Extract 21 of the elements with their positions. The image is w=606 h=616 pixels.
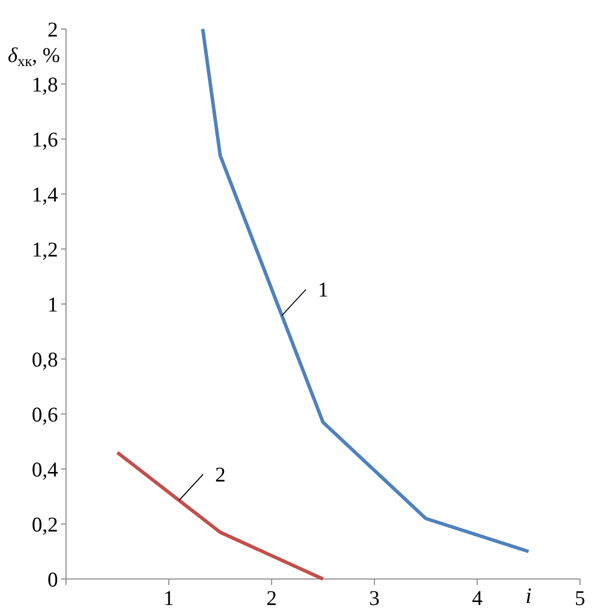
x-tick-label: 3: [369, 586, 380, 610]
y-tick-label: 0,4: [32, 457, 58, 482]
y-tick-label: 0,8: [32, 347, 58, 372]
y-tick-label: 1: [48, 292, 58, 316]
y-tick-label: 1,8: [32, 72, 58, 96]
y-axis-title: δ$_{хк}$, %: [8, 43, 60, 70]
x-tick-label: 1: [164, 586, 174, 610]
series-label: 1: [318, 278, 328, 302]
y-tick-label: 0,6: [32, 402, 58, 426]
y-tick-label: 1,6: [32, 127, 58, 152]
y-tick-label: 0,2: [32, 512, 58, 536]
x-tick-label: 4: [472, 586, 483, 610]
y-tick-label: 2: [48, 17, 58, 42]
line-series: [200, 27, 530, 554]
y-tick-label: 0: [48, 567, 58, 592]
x-axis-title: i: [526, 583, 532, 608]
y-tick-label: 1,4: [32, 182, 58, 206]
series-label: 2: [215, 462, 226, 486]
y-tick-label: 1,2: [32, 237, 58, 262]
x-tick-label: 5: [574, 586, 586, 610]
x-tick-label: 2: [266, 586, 277, 610]
